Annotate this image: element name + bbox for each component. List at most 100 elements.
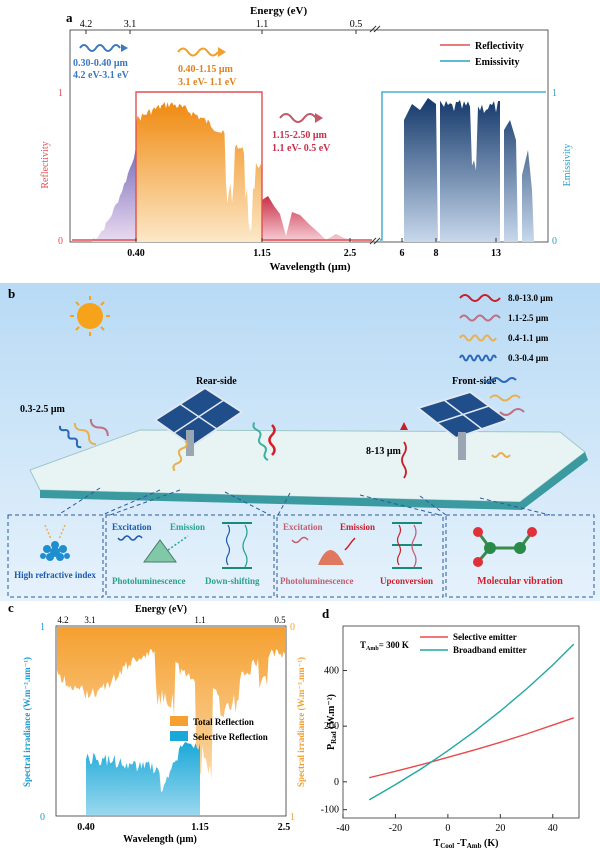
panel-a-bottom-tick-label: 8 xyxy=(434,248,439,259)
panel-a-bottom-tick-label: 13 xyxy=(491,248,501,259)
legend-total: Total Reflection xyxy=(193,717,254,727)
incoming-label: 0.3-2.5 μm xyxy=(20,404,65,415)
panel-c-bottom-tick-label: 0.40 xyxy=(77,822,95,833)
legend-selective: Selective Reflection xyxy=(193,732,268,742)
box2-emission-ray xyxy=(167,535,189,551)
panel-d-xlabel: TCool -TAmb (K) xyxy=(434,838,499,850)
panel-a-right-tick-1: 1 xyxy=(552,88,557,99)
panel-c: c Energy (eV) 4.2 3.1 1.1 0.5 1 0 0 1 Spect… xyxy=(8,600,306,845)
box3-excitation: Excitation xyxy=(283,522,323,532)
front-ir-arrow-icon xyxy=(400,422,408,430)
panel-a-top-ticks: 4.2 3.1 1.1 0.5 xyxy=(80,19,363,34)
box-upconversion xyxy=(276,514,444,598)
panel-c-left-tick-1: 1 xyxy=(40,622,45,633)
uv-spectrum-area xyxy=(92,146,136,242)
emissivity-line xyxy=(380,91,546,241)
legend-broadband-emitter: Broadband emitter xyxy=(453,645,527,655)
panel-d-x-tick-label: 0 xyxy=(445,823,450,834)
panel-c-bottom-tick-label: 1.15 xyxy=(191,822,209,833)
panel-b-legend: 8.0-13.0 μm 1.1-2.5 μm 0.4-1.1 μm 0.3-0.… xyxy=(459,293,553,363)
box3-emission-wave xyxy=(344,537,356,551)
legend-0.3-0.4: 0.3-0.4 μm xyxy=(508,353,549,363)
legend-wave-vis-icon xyxy=(459,334,497,342)
panel-d-label: d xyxy=(322,606,330,621)
box3-excitation-wave xyxy=(291,536,309,544)
panel-a-ylabel-left: Reflectivity xyxy=(40,141,51,188)
panel-d-x-tick-label: 40 xyxy=(548,823,558,834)
legend-wave-ir-icon xyxy=(459,294,501,302)
vis-wave-icon xyxy=(177,47,219,57)
legend-emissivity: Emissivity xyxy=(475,57,519,68)
box1-rays xyxy=(44,524,66,540)
front-panel-post xyxy=(458,432,466,460)
box4-label: Molecular vibration xyxy=(477,576,563,587)
incoming-vis-wave xyxy=(73,422,97,446)
panel-a-right-tick-0: 0 xyxy=(552,236,557,247)
legend-selective-swatch xyxy=(170,731,188,741)
nir-arrow-icon xyxy=(315,113,323,123)
uv-arrow-icon xyxy=(121,44,128,52)
nir-wave-icon xyxy=(279,113,317,123)
emitted-label: 8-13 μm xyxy=(366,446,401,457)
legend-8-13: 8.0-13.0 μm xyxy=(508,293,553,303)
phosphor-particle-icon xyxy=(143,539,177,563)
panel-d-y-tick-label: 200 xyxy=(324,721,339,732)
rear-side-label: Rear-side xyxy=(196,376,237,387)
panel-d-y-tick-label: 0 xyxy=(334,777,339,788)
uv-wave-icon xyxy=(79,44,121,52)
box3-up-wave-1 xyxy=(396,524,402,566)
panel-a-axis-break xyxy=(373,237,381,245)
panel-b-label: b xyxy=(8,286,15,301)
panel-a-bottom-ticks: 0.40 1.15 2.5 6 8 13 xyxy=(127,238,501,259)
panel-c-ylabel-left: Spectral irradiance (W.m⁻².nm⁻¹) xyxy=(22,657,32,787)
panel-a-top-tick-label: 0.5 xyxy=(350,19,363,30)
legend-0.4-1.1: 0.4-1.1 μm xyxy=(508,333,549,343)
upconversion-particle-icon xyxy=(318,550,344,565)
rear-emission-wave xyxy=(252,422,269,461)
panel-d-y-tick-label: 400 xyxy=(324,666,339,677)
panel-d-x-tick-label: 20 xyxy=(495,823,505,834)
panel-a-ylabel-right: Emissivity xyxy=(562,144,573,187)
ann-nir-range: 1.15-2.50 μm xyxy=(272,130,327,141)
incoming-uv-wave xyxy=(58,425,82,449)
legend-total-swatch xyxy=(170,716,188,726)
panel-d-x-tick-label: -40 xyxy=(336,823,349,834)
panel-a-top-tick-label: 4.2 xyxy=(80,19,93,30)
panel-c-top-tick-label: 0.5 xyxy=(274,615,286,625)
panel-c-label: c xyxy=(8,600,14,615)
panel-d-y-ticks: -100 0 200 400 xyxy=(321,666,347,816)
panel-a-bottom-tick-label: 0.40 xyxy=(127,248,145,259)
legend-reflectivity: Reflectivity xyxy=(475,41,524,52)
emissivity-spectrum-area xyxy=(404,98,534,242)
panel-a-axis-break-top xyxy=(369,25,377,33)
panel-c-energy-title: Energy (eV) xyxy=(135,604,187,615)
legend-1.1-2.5: 1.1-2.5 μm xyxy=(508,313,549,323)
visible-spectrum-area xyxy=(136,101,262,243)
panel-c-top-tick-label: 3.1 xyxy=(84,615,95,625)
box1-label: High refractive index xyxy=(14,570,96,580)
panel-d-x-ticks: -40 -20 0 20 40 xyxy=(336,814,558,834)
panel-a-label: a xyxy=(66,10,73,25)
front-side-label: Front-side xyxy=(452,376,497,387)
panel-b-connectors xyxy=(57,487,551,516)
panel-a-top-tick-label: 1.1 xyxy=(256,19,269,30)
panel-c-right-tick-0: 0 xyxy=(290,622,295,633)
series-line-broadband xyxy=(368,643,575,801)
panel-d-annotation: TAmb= 300 K xyxy=(360,640,409,652)
panel-d-series xyxy=(368,643,575,801)
ir-emitted-wave xyxy=(268,424,276,456)
panel-d-frame xyxy=(342,625,580,819)
sun-icon xyxy=(77,303,103,329)
front-incoming-vis xyxy=(489,394,521,402)
panel-a-bottom-tick-label: 6 xyxy=(400,248,405,259)
panel-a-top-tick-label: 3.1 xyxy=(124,19,137,30)
panel-a-energy-title: Energy (eV) xyxy=(250,5,307,17)
panel-d-x-tick-label: -20 xyxy=(389,823,402,834)
panel-a-axis-break-top xyxy=(373,25,381,33)
incoming-nir-wave xyxy=(89,418,109,437)
box2-down-wave-2 xyxy=(242,524,248,568)
series-line-selective xyxy=(369,717,575,779)
legend-selective-emitter: Selective emitter xyxy=(453,632,517,642)
front-ir-wave xyxy=(401,441,407,479)
